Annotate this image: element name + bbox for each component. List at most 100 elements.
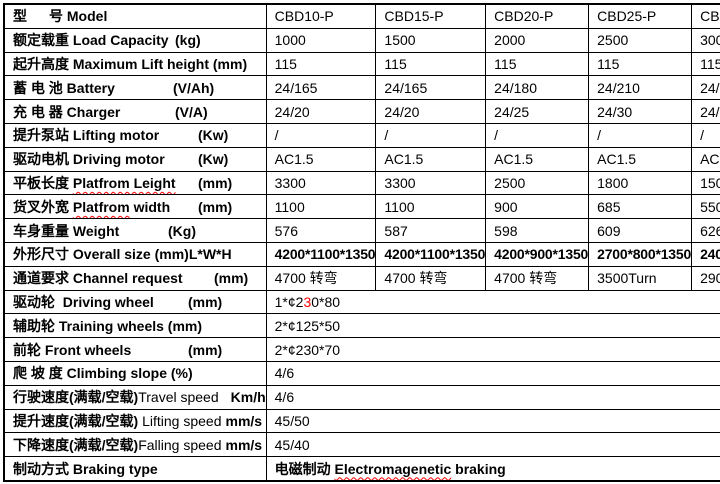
row-label: 驱动电机 Driving motor (Kw) [3, 146, 267, 172]
cell: 24/30 [588, 99, 693, 124]
cell: 2900 转弯 [691, 265, 720, 291]
unit-label: (V/A) [175, 103, 208, 120]
cell: 3000 [691, 27, 720, 53]
cell: 3500Turn [588, 265, 693, 291]
row-label: 行驶速度(满载/空载)Travel speed Km/h [3, 384, 267, 410]
cell: AC1.5 [265, 146, 377, 172]
row-label: 蓄 电 池 Battery (V/Ah) [3, 75, 267, 101]
cell: / [588, 122, 693, 148]
row-label: 辅助轮 Training wheels (mm) [3, 313, 267, 339]
cell: 609 [588, 218, 693, 243]
model-name: CBD25-P [588, 3, 693, 29]
cell: 3300 [375, 170, 487, 196]
row-label: 平板长度 Platfrom Leight (mm) [3, 170, 267, 196]
row-driving-motor: 驱动电机 Driving motor (Kw) AC1.5 AC1.5 AC1.5… [3, 146, 720, 172]
cell: 1000 [265, 27, 377, 53]
model-name: CBD20-P [485, 3, 590, 29]
cell: 24/210 [691, 75, 720, 101]
unit-label: (mm) [214, 270, 249, 287]
spec-table: 型号 Model CBD10-P CBD15-P CBD20-P CBD25-P… [3, 3, 720, 482]
cell: 24/25 [485, 99, 590, 124]
cell: 1100 [265, 194, 377, 220]
model-name: CBD30-P [691, 3, 720, 29]
model-name: CBD15-P [375, 3, 487, 29]
misspelled-text: Platfrom [72, 198, 130, 215]
unit-label: Km/h [230, 389, 266, 406]
unit-label: (mm) [188, 293, 223, 310]
cell: / [691, 122, 720, 148]
cell: 2500 [588, 27, 693, 53]
cell: 550 [691, 194, 720, 220]
cell: 1800 [588, 170, 693, 196]
row-charger: 充 电 器 Charger (V/A) 24/20 24/20 24/25 24/… [3, 99, 720, 124]
cell: 576 [265, 218, 377, 243]
cell: 115 [375, 51, 487, 77]
cell: 2500 [485, 170, 590, 196]
row-label: 额定载重 Load Capacity (kg) [3, 27, 267, 53]
row-training-wheels: 辅助轮 Training wheels (mm) 2*¢125*50 [3, 313, 720, 339]
model-name: CBD10-P [265, 3, 377, 29]
cell: 2000 [485, 27, 590, 53]
cell: 900 [485, 194, 590, 220]
cell: / [265, 122, 377, 148]
row-label: 外形尺寸 Overall size (mm)L*W*H [3, 241, 267, 267]
cell: AC1.5 [485, 146, 590, 172]
row-battery: 蓄 电 池 Battery (V/Ah) 24/165 24/165 24/180… [3, 75, 720, 101]
cell: 24/30 [691, 99, 720, 124]
cell: 626 [691, 218, 720, 243]
row-lifting-speed: 提升速度(满载/空载) Lifting speed mm/s 45/50 [3, 408, 720, 434]
row-driving-wheel: 驱动轮 Driving wheel (mm) 1*¢230*80 [3, 289, 720, 315]
row-label: 制动方式 Braking type [3, 456, 267, 482]
row-travel-speed: 行驶速度(满载/空载)Travel speed Km/h 4/6 [3, 384, 720, 410]
row-channel-request: 通道要求 Channel request (mm) 4700 转弯 4700 转弯… [3, 265, 720, 291]
cell: / [375, 122, 487, 148]
row-label: 车身重量 Weight (Kg) [3, 218, 267, 243]
cell: 24/165 [375, 75, 487, 101]
unit-label: (Kw) [198, 127, 229, 144]
cell: AC1.5 [375, 146, 487, 172]
cell: 1500 [375, 27, 487, 53]
row-front-wheels: 前轮 Front wheels (mm) 2*¢230*70 [3, 337, 720, 362]
row-label: 下降速度(满载/空载)Falling speed mm/s [3, 432, 267, 458]
cell: 24/180 [485, 75, 590, 101]
row-platform-width: 货叉外宽 Platfrom width (mm) 1100 1100 900 68… [3, 194, 720, 220]
cell-merged: 2*¢230*70 [265, 337, 720, 362]
cell: AC1.5 [691, 146, 720, 172]
misspelled-text: Electromagenetic [334, 460, 452, 477]
cell: 115 [485, 51, 590, 77]
row-label: 提升速度(满载/空载) Lifting speed mm/s [3, 408, 267, 434]
row-label: 提升泵站 Lifting motor (Kw) [3, 122, 267, 148]
cell: 598 [485, 218, 590, 243]
cell-merged: 1*¢230*80 [265, 289, 720, 315]
cell: 24/20 [375, 99, 487, 124]
row-climbing-slope: 爬 坡 度 Climbing slope (%) 4/6 [3, 360, 720, 386]
cell: 2400*800*1350 [691, 241, 720, 267]
cell: 4200*1100*1350 [265, 241, 377, 267]
cell-merged: 4/6 [265, 384, 720, 410]
cell-merged: 45/50 [265, 408, 720, 434]
row-lifting-motor: 提升泵站 Lifting motor (Kw) / / / / / [3, 122, 720, 148]
unit-label: (kg) [175, 32, 201, 49]
cell: 115 [588, 51, 693, 77]
row-lift-height: 起升高度 Maximum Lift height (mm) 115 115 11… [3, 51, 720, 77]
row-model: 型号 Model CBD10-P CBD15-P CBD20-P CBD25-P… [3, 3, 720, 29]
unit-label: (V/Ah) [173, 79, 215, 96]
cell-merged: 4/6 [265, 360, 720, 386]
cell: 4700 转弯 [265, 265, 377, 291]
cell: 115 [265, 51, 377, 77]
red-digit: 3 [303, 293, 312, 310]
row-load-capacity: 额定载重 Load Capacity (kg) 1000 1500 2000 25… [3, 27, 720, 53]
row-label: 起升高度 Maximum Lift height (mm) [3, 51, 267, 77]
row-label: 充 电 器 Charger (V/A) [3, 99, 267, 124]
row-braking-type: 制动方式 Braking type 电磁制动 Electromagenetic … [3, 456, 720, 482]
misspelled-text: Platfrom Leight [72, 174, 176, 191]
row-overall-size: 外形尺寸 Overall size (mm)L*W*H 4200*1100*13… [3, 241, 720, 267]
unit-label: (Kg) [168, 222, 196, 239]
cell: 4200*1100*1350 [375, 241, 487, 267]
cell: / [485, 122, 590, 148]
row-label: 货叉外宽 Platfrom width (mm) [3, 194, 267, 220]
cell-merged: 电磁制动 Electromagenetic braking [265, 456, 720, 482]
row-label: 爬 坡 度 Climbing slope (%) [3, 360, 267, 386]
cell-merged: 45/40 [265, 432, 720, 458]
row-label: 型号 Model [3, 3, 267, 29]
